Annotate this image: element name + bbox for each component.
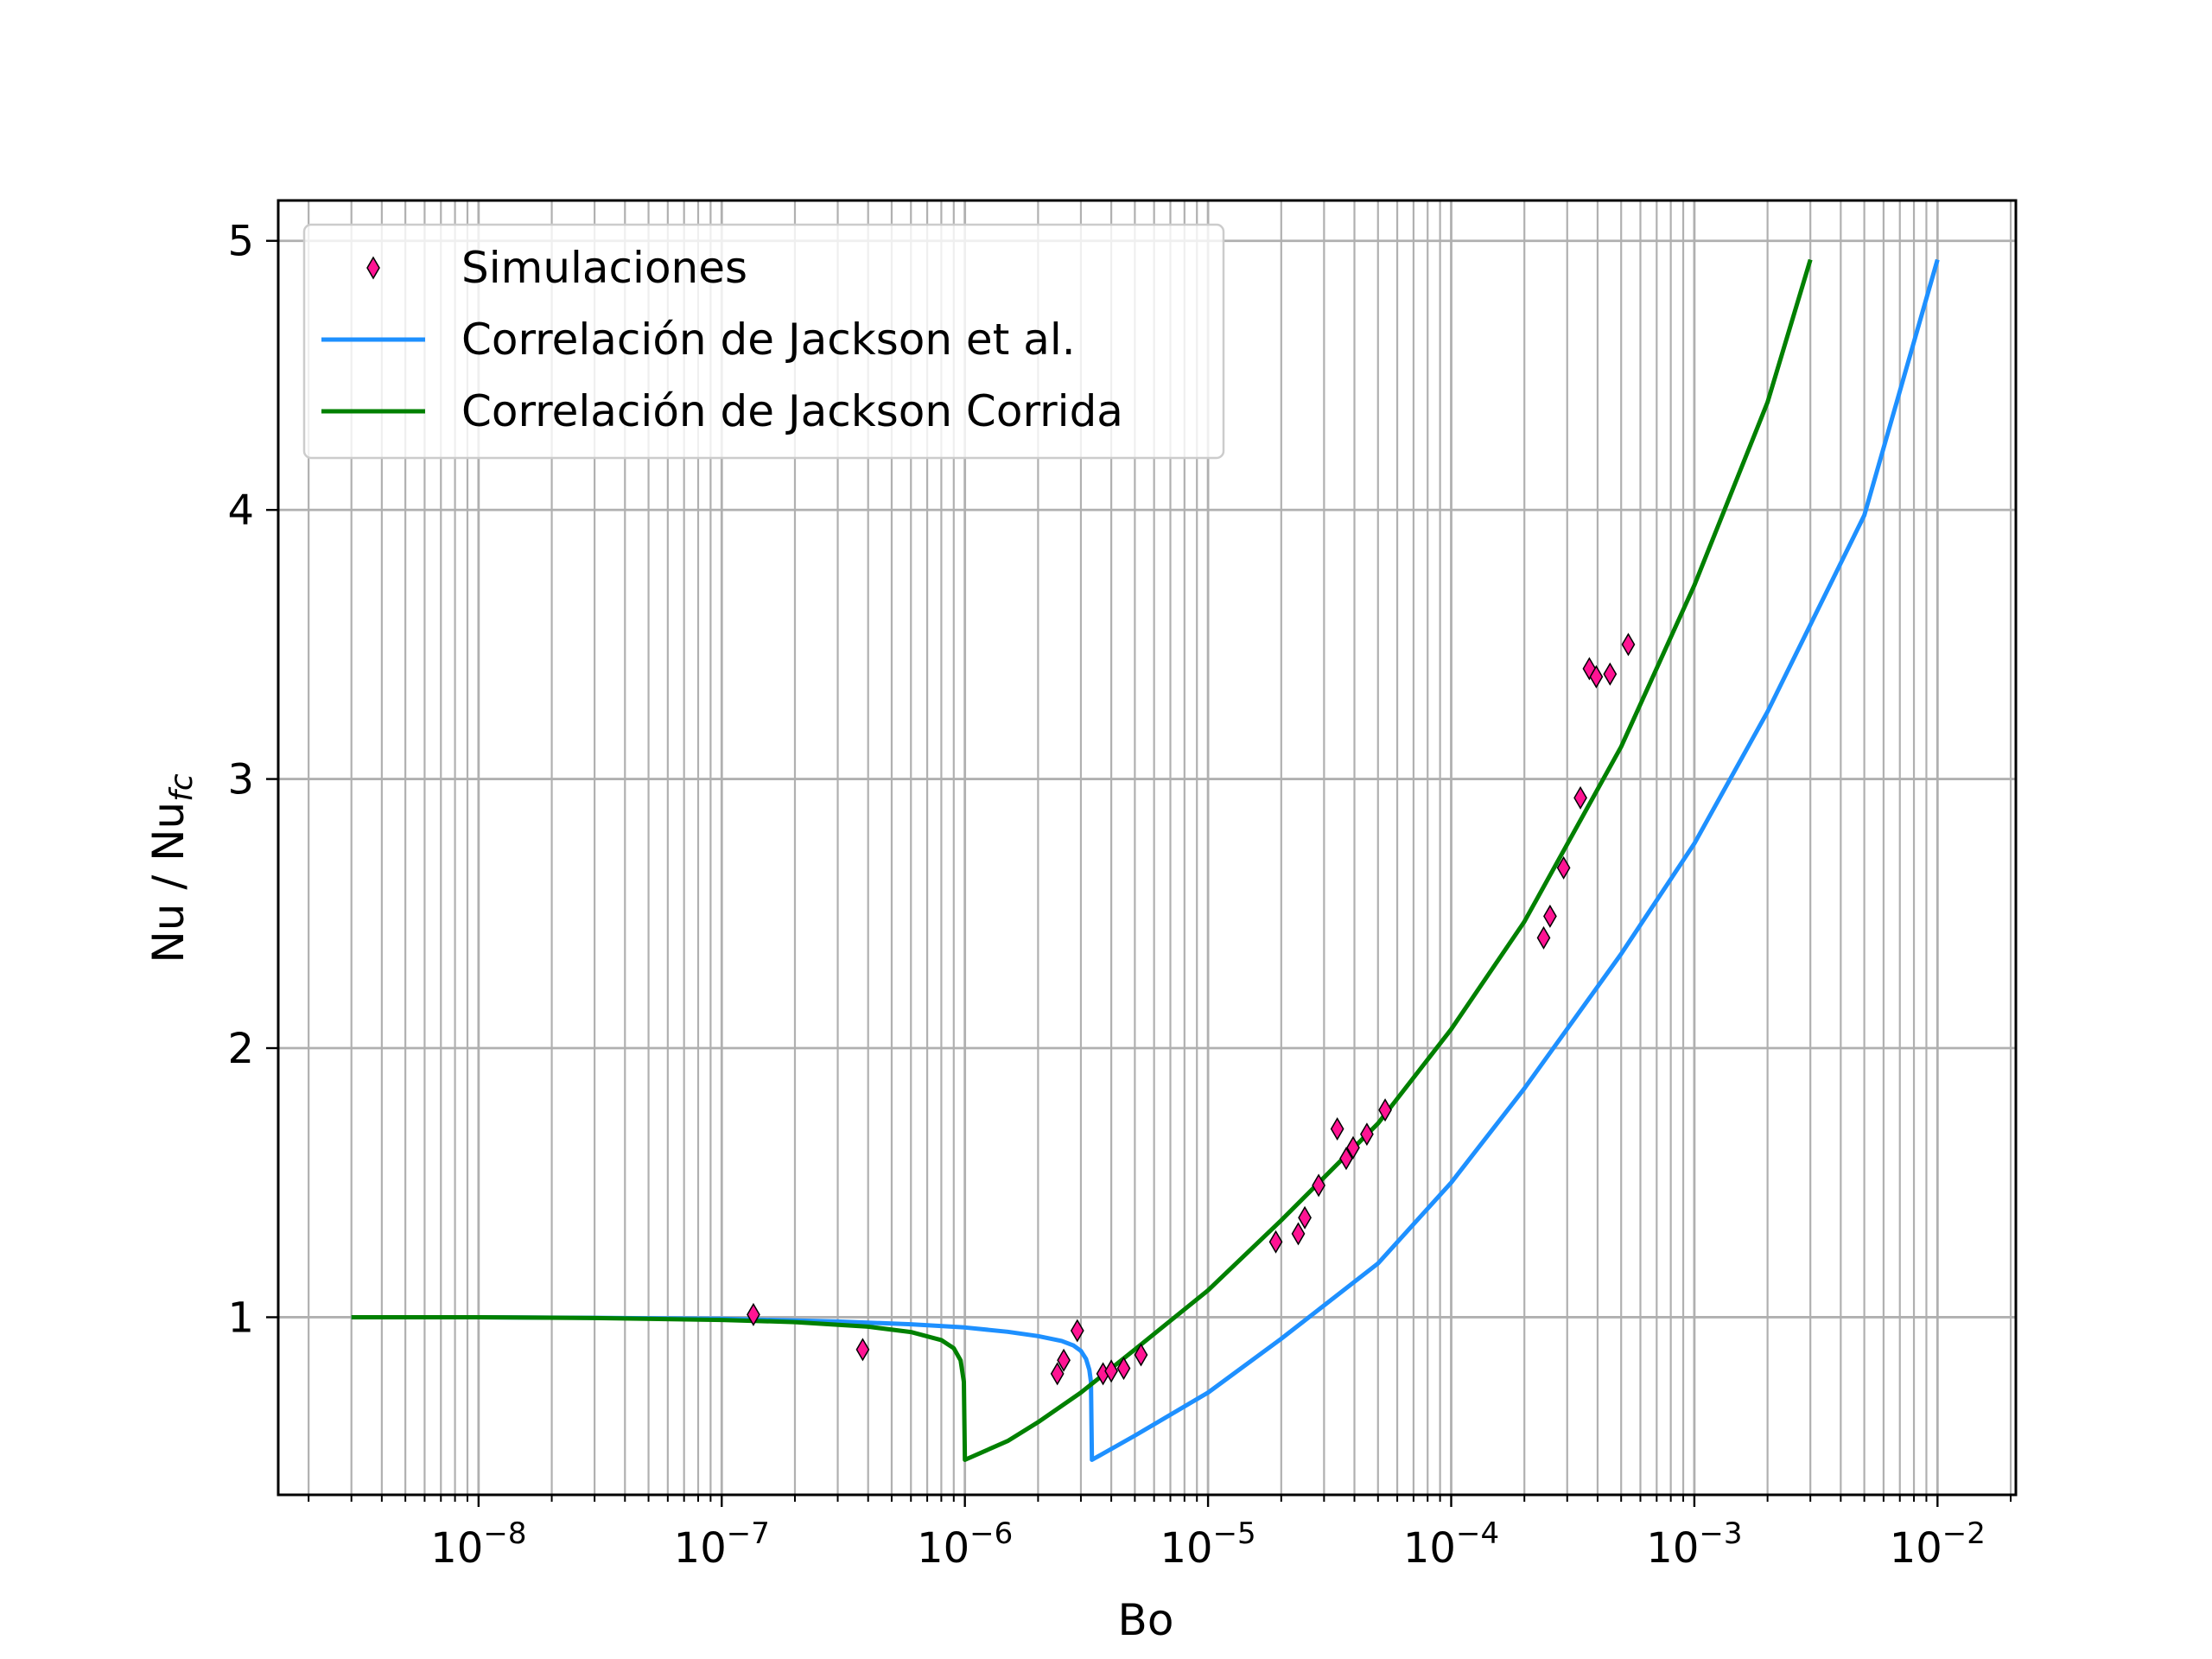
legend-label: Simulaciones bbox=[461, 243, 747, 293]
data-point bbox=[1134, 1343, 1148, 1367]
data-point bbox=[1312, 1173, 1325, 1198]
y-tick-label: 4 bbox=[227, 486, 254, 535]
data-point bbox=[1378, 1098, 1392, 1122]
legend-label: Correlación de Jackson Corrida bbox=[461, 386, 1123, 436]
legend-box bbox=[302, 223, 1225, 460]
legend: Simulaciones Correlación de Jackson et al… bbox=[302, 223, 1225, 460]
x-tick-label: 10−6 bbox=[917, 1516, 1013, 1573]
x-axis-ticks: 10−8 10−7 10−6 10−5 10−4 10−3 10−2 bbox=[430, 1495, 1986, 1573]
x-tick-label: 10−8 bbox=[430, 1516, 526, 1573]
y-axis-ticks: 1 2 3 4 5 bbox=[227, 218, 278, 1342]
y-tick-label: 3 bbox=[227, 756, 254, 804]
y-tick-label: 1 bbox=[227, 1294, 254, 1342]
data-point bbox=[747, 1302, 760, 1326]
data-point bbox=[1070, 1319, 1084, 1343]
y-tick-label: 5 bbox=[227, 218, 254, 266]
y-axis-label: Nu / Nufc bbox=[143, 773, 200, 963]
x-tick-label: 10−3 bbox=[1646, 1516, 1742, 1573]
data-point bbox=[1057, 1348, 1071, 1372]
data-point bbox=[1268, 1230, 1283, 1254]
series-line bbox=[351, 258, 1940, 1462]
data-point bbox=[1573, 785, 1587, 810]
data-point bbox=[1116, 1357, 1131, 1381]
legend-marker-swatch bbox=[366, 256, 380, 280]
x-tick-label: 10−4 bbox=[1403, 1516, 1499, 1573]
legend-label: Correlación de Jackson et al. bbox=[461, 315, 1076, 365]
data-point bbox=[1556, 855, 1571, 880]
data-point bbox=[1298, 1205, 1312, 1230]
data-point bbox=[1104, 1359, 1118, 1383]
y-axis-label-subscript: fc bbox=[164, 773, 200, 802]
data-point bbox=[1621, 632, 1636, 657]
data-point bbox=[1291, 1222, 1306, 1246]
x-tick-label: 10−2 bbox=[1890, 1516, 1986, 1573]
series-points bbox=[747, 632, 1636, 1386]
y-tick-label: 2 bbox=[227, 1025, 254, 1073]
data-point bbox=[1603, 662, 1618, 686]
plot-frame bbox=[276, 199, 2018, 1497]
data-point bbox=[1536, 925, 1551, 950]
x-axis-label: Bo bbox=[1118, 1595, 1174, 1645]
series-line bbox=[351, 258, 1813, 1462]
data-point bbox=[1589, 664, 1604, 689]
data-point bbox=[1050, 1362, 1065, 1386]
data-point bbox=[1543, 904, 1557, 928]
data-point bbox=[1330, 1116, 1344, 1141]
x-tick-label: 10−5 bbox=[1160, 1516, 1255, 1573]
data-point bbox=[1360, 1122, 1374, 1147]
data-point bbox=[1339, 1147, 1353, 1171]
data-point bbox=[855, 1338, 870, 1362]
x-tick-label: 10−7 bbox=[674, 1516, 770, 1573]
series-lines bbox=[351, 258, 1940, 1462]
data-point bbox=[1346, 1135, 1360, 1160]
y-axis-label-main: Nu / Nu bbox=[143, 802, 194, 963]
